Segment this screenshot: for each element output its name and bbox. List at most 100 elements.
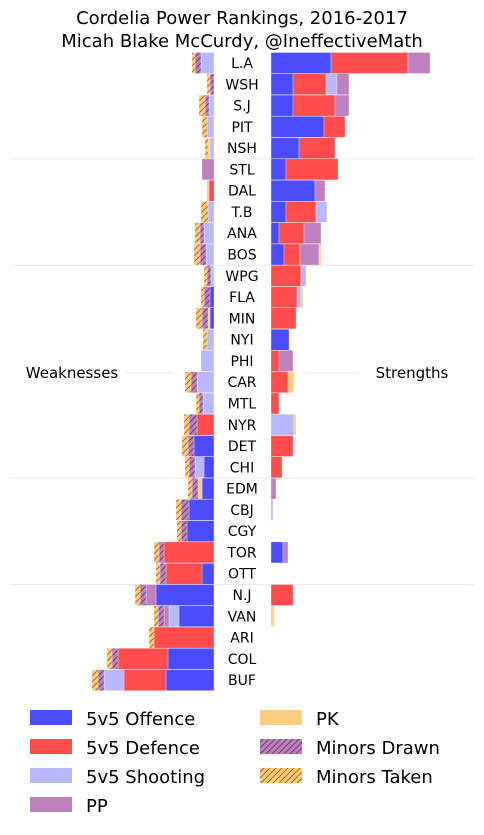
bar-weakness-off-cbj — [188, 499, 215, 521]
team-label: NYI — [230, 333, 253, 349]
bar-weakness-md-cgy — [180, 520, 188, 542]
bar-weakness-mt-ana — [194, 222, 201, 244]
bar-strength-def-wsh — [292, 73, 327, 95]
team-label: COL — [228, 652, 257, 668]
team-label: MTL — [228, 396, 257, 412]
chart-title: Cordelia Power Rankings, 2016-2017 — [76, 8, 408, 29]
bar-strength-def-bos — [283, 243, 301, 266]
legend-swatch-mt — [260, 768, 302, 783]
bar-weakness-mt-ott — [155, 563, 161, 585]
bar-weakness-md-fla — [203, 286, 211, 308]
bar-weakness-sho-phi — [200, 350, 215, 372]
bar-strength-def-chi — [270, 456, 283, 478]
bar-weakness-mt-van — [153, 605, 159, 627]
bar-weakness-mt-fla — [200, 286, 205, 308]
bar-weakness-sho-mtl — [202, 392, 215, 415]
legend-swatch-off — [30, 710, 72, 725]
team-label: WSH — [225, 77, 258, 93]
bar-weakness-mt-det — [181, 435, 189, 457]
bar-strength-pp-dal — [314, 180, 326, 202]
legend-label-pp: PP — [86, 796, 108, 817]
bar-weakness-def-buf — [123, 669, 167, 691]
bar-strength-pp-ana — [303, 222, 322, 244]
bar-weakness-off-ott — [201, 563, 215, 585]
team-label: FLA — [229, 290, 255, 306]
bar-strength-off-sj — [270, 94, 294, 117]
bar-weakness-mt-mtl — [195, 392, 200, 415]
team-label: BUF — [228, 673, 256, 689]
legend-label-sho: 5v5 Shooting — [86, 767, 205, 788]
bar-weakness-mt-car — [184, 371, 192, 393]
bar-weakness-md-min — [201, 307, 209, 330]
team-label: L.A — [231, 56, 253, 72]
bar-strength-off-wsh — [270, 73, 294, 95]
legend-label-off: 5v5 Offence — [86, 709, 195, 730]
bar-weakness-mt-la — [191, 52, 196, 74]
bar-weakness-pp-nj — [145, 584, 157, 606]
legend: 5v5 Offence 5v5 Defence 5v5 Shooting PP PK Mi… — [30, 709, 440, 817]
bar-weakness-md-mtl — [198, 392, 204, 415]
bar-strength-off-dal — [270, 180, 316, 202]
bar-weakness-mt-wpg — [203, 265, 208, 287]
bar-weakness-pk-dal — [206, 180, 210, 202]
bar-weakness-mt-chi — [184, 456, 190, 478]
bar-weakness-mt-pit — [201, 116, 208, 138]
legend-label-mt: Minors Taken — [316, 767, 433, 788]
bar-strength-off-tb — [270, 201, 287, 223]
bar-weakness-md-sj — [204, 94, 210, 117]
bar-strength-pp-wsh — [336, 73, 350, 95]
bar-weakness-md-bos — [199, 243, 207, 266]
legend-label-def: 5v5 Defence — [86, 738, 200, 759]
bar-weakness-off-van — [178, 605, 215, 627]
bar-weakness-sho-pit — [206, 116, 215, 138]
bar-weakness-pk-edm — [197, 477, 203, 500]
bar-strength-off-nyi — [270, 328, 290, 351]
team-label: PHI — [230, 354, 253, 370]
team-label: TOR — [226, 545, 257, 561]
bar-strength-pk-car — [287, 371, 295, 393]
bar-weakness-sho-van — [168, 605, 180, 627]
bar-weakness-pp-van — [163, 605, 170, 627]
bar-weakness-md-buf — [97, 669, 105, 691]
bar-weakness-sho-tb — [207, 201, 215, 223]
bar-weakness-md-edm — [191, 477, 199, 500]
team-label: ARI — [230, 631, 253, 647]
bar-strength-off-ana — [270, 222, 280, 244]
bar-strength-def-wpg — [270, 265, 302, 287]
bar-weakness-off-cgy — [186, 520, 215, 542]
legend-swatch-def — [30, 739, 72, 754]
bar-weakness-sho-la — [200, 52, 215, 74]
bar-weakness-md-col — [111, 648, 119, 670]
bar-weakness-mt-nyi — [202, 328, 208, 351]
bar-weakness-md-ana — [199, 222, 205, 244]
bar-weakness-sho-nsh — [209, 137, 215, 159]
bar-strength-sho-cbj — [270, 499, 274, 521]
bar-weakness-mt-buf — [91, 669, 99, 691]
bar-weakness-mt-nyr — [183, 414, 190, 436]
bar-strength-def-la — [330, 52, 409, 74]
team-labels: L.A WSH S.J PIT NSH STL DAL T.B ANA BOS WPG FLA MIN N… — [225, 56, 258, 689]
bar-weakness-md-nj — [139, 584, 147, 606]
team-label: CHI — [230, 460, 254, 476]
bar-weakness-md-wsh — [209, 73, 215, 95]
bar-weakness-sho-bos — [205, 243, 215, 266]
strengths-label: Strengths — [376, 364, 449, 382]
bar-strength-def-nsh — [298, 137, 336, 159]
bar-strength-def-pit — [323, 116, 346, 138]
bar-weakness-mt-wsh — [206, 73, 211, 95]
team-label: PIT — [231, 120, 253, 136]
bar-weakness-mt-cgy — [176, 520, 182, 542]
bar-strength-pp-tor — [282, 541, 289, 564]
bar-strength-pp-phi — [278, 350, 294, 372]
bar-strength-off-bos — [270, 243, 285, 266]
bar-strength-sho-wpg — [300, 265, 307, 287]
chart-subtitle: Micah Blake McCurdy, @IneffectiveMath — [61, 31, 423, 52]
bar-weakness-pk-nsh — [207, 137, 211, 159]
bar-weakness-md-wpg — [206, 265, 212, 287]
bar-strength-off-pit — [270, 116, 325, 138]
team-label: T.B — [231, 205, 253, 221]
team-label: MIN — [229, 311, 256, 327]
team-label: ANA — [227, 226, 257, 242]
bar-weakness-mt-edm — [187, 477, 193, 500]
